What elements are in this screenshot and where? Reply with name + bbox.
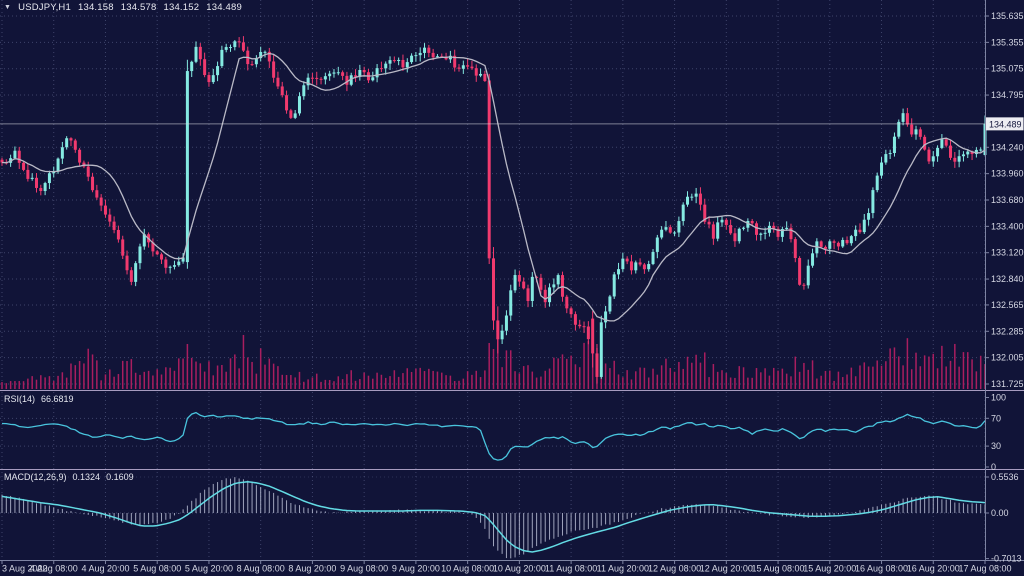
rsi-axis-label: 70 xyxy=(991,413,1001,423)
time-axis-label: 8 Aug 20:00 xyxy=(288,564,336,574)
macd-axis-label: 0.5536 xyxy=(991,472,1019,482)
ohlc-close: 134.489 xyxy=(206,2,242,13)
price-axis-label: 134.240 xyxy=(991,142,1024,152)
ma-line xyxy=(1,52,986,322)
macd-axis-label: 0.00 xyxy=(991,508,1009,518)
time-axis-label: 16 Aug 20:00 xyxy=(907,564,960,574)
current-price-tag-value: 134.489 xyxy=(989,119,1022,129)
current-price-tag: 134.489 xyxy=(986,117,1024,131)
price-axis-label: 133.400 xyxy=(991,221,1024,231)
macd-histogram xyxy=(1,477,985,559)
price-axis[interactable]: 135.635 135.355 135.075 134.795 134.240 133.9… xyxy=(985,11,1024,564)
time-axis-label: 11 Aug 08:00 xyxy=(545,564,597,574)
macd-value-2: 0.1609 xyxy=(106,472,134,482)
macd-name: MACD(12,26,9) xyxy=(4,472,67,482)
time-axis-label: 15 Aug 20:00 xyxy=(803,564,856,574)
time-axis-label: 4 Aug 20:00 xyxy=(81,564,129,574)
rsi-axis-label: 30 xyxy=(991,441,1001,451)
grid-layer xyxy=(0,0,986,560)
symbol-timeframe-label: USDJPY,H1 xyxy=(18,2,71,13)
ohlc-open: 134.158 xyxy=(77,2,114,13)
chart-menu-triangle-icon[interactable]: ▼ xyxy=(4,4,12,11)
price-axis-label: 133.960 xyxy=(991,169,1024,179)
candles-layer[interactable] xyxy=(0,36,987,384)
time-axis-label: 12 Aug 20:00 xyxy=(700,564,753,574)
time-axis-label: 5 Aug 20:00 xyxy=(185,564,233,574)
price-axis-label: 134.795 xyxy=(991,90,1024,100)
volume-bars xyxy=(1,334,986,389)
macd-indicator-label: MACD(12,26,9) 0.1324 0.1609 xyxy=(4,472,134,482)
macd-value-1: 0.1324 xyxy=(72,472,101,482)
time-axis-label: 3 Aug 2022 xyxy=(2,564,48,574)
price-axis-label: 132.285 xyxy=(991,326,1024,336)
time-axis-label: 4 Aug 08:00 xyxy=(30,564,78,574)
time-axis-label: 15 Aug 08:00 xyxy=(752,564,805,574)
time-axis-label: 5 Aug 08:00 xyxy=(133,564,181,574)
price-axis-label: 133.680 xyxy=(991,195,1024,205)
price-axis-label: 135.355 xyxy=(991,37,1024,47)
rsi-indicator-label: RSI(14) 66.6819 xyxy=(4,394,74,404)
time-axis-label: 9 Aug 08:00 xyxy=(340,564,388,574)
ohlc-low: 134.152 xyxy=(163,2,200,13)
macd-signal-line[interactable] xyxy=(1,481,985,553)
time-axis-label: 9 Aug 20:00 xyxy=(392,564,440,574)
rsi-line[interactable] xyxy=(1,411,985,461)
symbol-ohlc-header: ▼ USDJPY,H1 134.158 134.578 134.152 134.… xyxy=(4,2,242,13)
price-axis-label: 132.565 xyxy=(991,300,1024,310)
price-axis-label: 135.075 xyxy=(991,64,1024,74)
price-axis-label: 133.120 xyxy=(991,248,1024,258)
time-axis-label: 10 Aug 20:00 xyxy=(493,564,546,574)
price-axis-label: 132.005 xyxy=(991,353,1024,363)
price-axis-label: 132.840 xyxy=(991,274,1024,284)
price-axis-label: 131.725 xyxy=(991,379,1024,389)
time-axis-label: 17 Aug 08:00 xyxy=(958,564,1011,574)
rsi-value: 66.6819 xyxy=(41,394,74,404)
rsi-axis-label: 0 xyxy=(991,462,996,472)
panel-separators xyxy=(0,0,1024,561)
time-axis-label: 11 Aug 20:00 xyxy=(597,564,649,574)
macd-axis-label: -0.7013 xyxy=(991,554,1022,564)
price-axis-label: 135.635 xyxy=(991,11,1024,21)
time-axis-label: 16 Aug 08:00 xyxy=(855,564,908,574)
rsi-axis-label: 100 xyxy=(991,393,1006,403)
time-axis-label: 8 Aug 08:00 xyxy=(237,564,285,574)
time-axis-label: 10 Aug 08:00 xyxy=(441,564,494,574)
ohlc-high: 134.578 xyxy=(120,2,157,13)
time-axis-label: 12 Aug 08:00 xyxy=(648,564,701,574)
rsi-name: RSI(14) xyxy=(4,394,36,404)
